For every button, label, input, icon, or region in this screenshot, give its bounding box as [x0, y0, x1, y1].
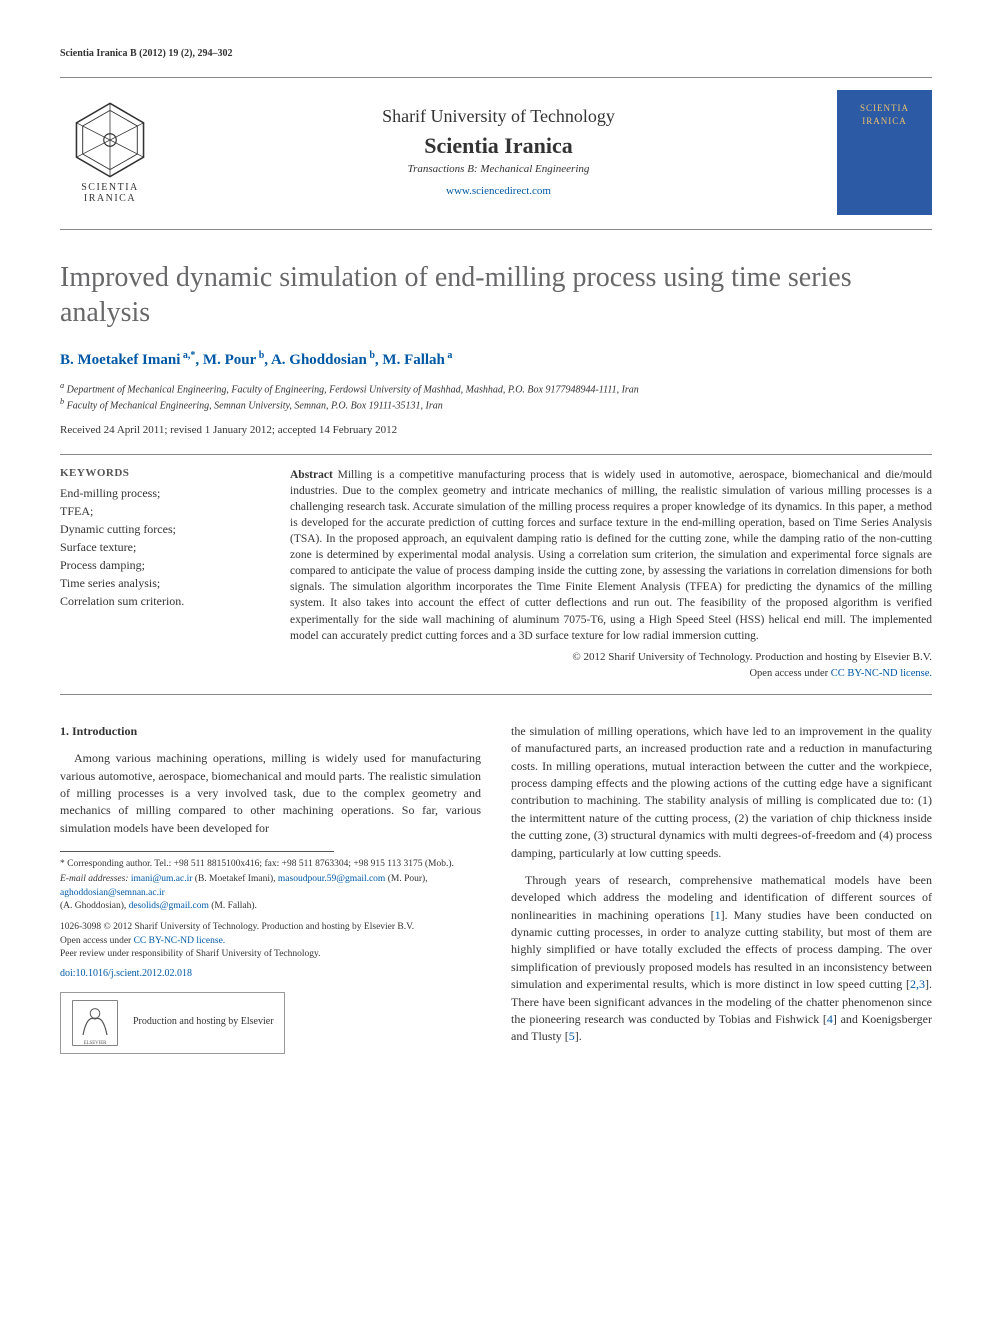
- ref-link-2-3[interactable]: 2,3: [910, 977, 925, 991]
- corresponding-author-note: * Corresponding author. Tel.: +98 511 88…: [60, 858, 481, 871]
- article-dates: Received 24 April 2011; revised 1 Januar…: [60, 424, 932, 436]
- affiliation-a: a Department of Mechanical Engineering, …: [60, 381, 932, 395]
- keywords-heading: KEYWORDS: [60, 467, 260, 479]
- cover-title: SCIENTIA IRANICA: [837, 102, 932, 127]
- right-column: the simulation of milling operations, wh…: [511, 723, 932, 1056]
- journal-url-link[interactable]: www.sciencedirect.com: [446, 185, 551, 197]
- running-header: Scientia Iranica B (2012) 19 (2), 294–30…: [60, 48, 932, 59]
- elsevier-hosting-text: Production and hosting by Elsevier: [133, 1015, 274, 1030]
- footnote-separator: [60, 851, 334, 852]
- cc-license-link[interactable]: CC BY-NC-ND license.: [831, 668, 932, 679]
- logo-caption: SCIENTIA IRANICA: [60, 182, 160, 204]
- svg-text:ELSEVIER: ELSEVIER: [84, 1040, 107, 1045]
- affiliation-b: b Faculty of Mechanical Engineering, Sem…: [60, 397, 932, 411]
- scientia-logo-icon: [71, 101, 149, 179]
- abstract-text: Abstract Milling is a competitive manufa…: [290, 467, 932, 644]
- journal-logo: SCIENTIA IRANICA: [60, 101, 160, 204]
- footnotes-block: * Corresponding author. Tel.: +98 511 88…: [60, 858, 481, 913]
- keywords-list: End-milling process;TFEA;Dynamic cutting…: [60, 484, 260, 610]
- body-columns: 1. Introduction Among various machining …: [60, 723, 932, 1056]
- email-ghoddosian[interactable]: aghoddosian@semnan.ac.ir: [60, 888, 165, 898]
- transactions-line: Transactions B: Mechanical Engineering: [178, 163, 819, 175]
- authors-line: B. Moetakef Imani a,*, M. Pour b, A. Gho…: [60, 350, 932, 369]
- issn-block: 1026-3098 © 2012 Sharif University of Te…: [60, 921, 481, 961]
- section-heading-introduction: 1. Introduction: [60, 723, 481, 740]
- keywords-abstract-block: KEYWORDS End-milling process;TFEA;Dynami…: [60, 454, 932, 695]
- right-paragraph-2: Through years of research, comprehensive…: [511, 872, 932, 1046]
- elsevier-logo-icon: ELSEVIER: [71, 999, 119, 1047]
- email-imani[interactable]: imani@um.ac.ir: [131, 874, 193, 884]
- university-name: Sharif University of Technology: [178, 106, 819, 127]
- elsevier-hosting-box: ELSEVIER Production and hosting by Elsev…: [60, 992, 285, 1054]
- issn-line-2: Open access under CC BY-NC-ND license.: [60, 935, 481, 948]
- journal-cover-thumbnail: SCIENTIA IRANICA: [837, 90, 932, 215]
- doi-link[interactable]: doi:10.1016/j.scient.2012.02.018: [60, 967, 481, 982]
- peer-review-line: Peer review under responsibility of Shar…: [60, 948, 481, 961]
- abstract-label: Abstract: [290, 469, 333, 481]
- journal-name: Scientia Iranica: [178, 133, 819, 159]
- cc-license-link-footer[interactable]: CC BY-NC-ND license.: [134, 936, 226, 946]
- affiliations-block: a Department of Mechanical Engineering, …: [60, 381, 932, 412]
- left-column: 1. Introduction Among various machining …: [60, 723, 481, 1056]
- journal-banner: SCIENTIA IRANICA Sharif University of Te…: [60, 77, 932, 230]
- copyright-line: © 2012 Sharif University of Technology. …: [290, 650, 932, 665]
- email-fallah[interactable]: desolids@gmail.com: [129, 901, 209, 911]
- intro-paragraph-1: Among various machining operations, mill…: [60, 750, 481, 837]
- open-access-line: Open access under CC BY-NC-ND license.: [290, 667, 932, 682]
- issn-line-1: 1026-3098 © 2012 Sharif University of Te…: [60, 921, 481, 934]
- email-pour[interactable]: masoudpour.59@gmail.com: [278, 874, 385, 884]
- right-paragraph-1: the simulation of milling operations, wh…: [511, 723, 932, 862]
- article-title: Improved dynamic simulation of end-milli…: [60, 260, 932, 330]
- email-addresses-note: E-mail addresses: imani@um.ac.ir (B. Moe…: [60, 873, 481, 913]
